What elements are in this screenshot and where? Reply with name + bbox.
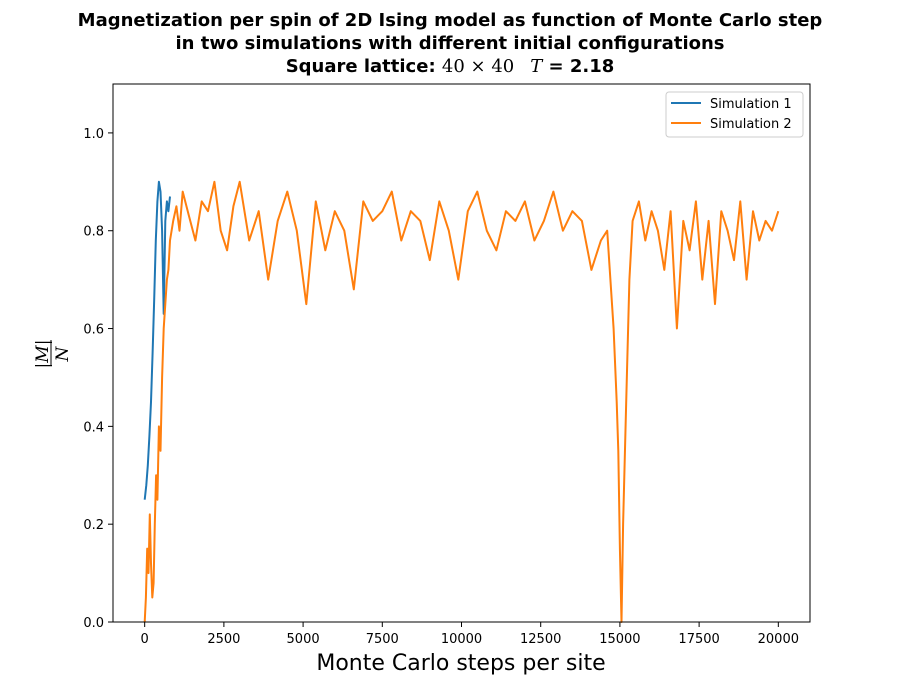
legend: Simulation 1 Simulation 2 (665, 91, 804, 138)
title-lattice-size: 40 × 40 (441, 56, 515, 77)
x-tick-label: 2500 (207, 632, 240, 647)
legend-label-simulation-2: Simulation 2 (710, 117, 792, 132)
y-tick-label: 0.4 (83, 420, 104, 435)
y-axis-label: |M| N (33, 340, 73, 369)
legend-label-simulation-1: Simulation 1 (710, 97, 792, 112)
x-tick-label: 10000 (441, 632, 482, 647)
x-tick-label: 20000 (758, 632, 799, 647)
x-tick-label: 7500 (366, 632, 399, 647)
series-line-simulation-1 (143, 180, 171, 500)
chart-title-line-1: Magnetization per spin of 2D Ising model… (77, 10, 823, 31)
x-tick-label: 17500 (678, 632, 719, 647)
title-temperature-symbol: T (530, 56, 543, 77)
y-tick-label: 0.8 (83, 225, 104, 240)
y-tick-label: 1.0 (83, 127, 104, 142)
x-tick-label: 15000 (599, 632, 640, 647)
y-tick-label: 0.2 (83, 518, 104, 533)
y-tick-label: 0.6 (83, 323, 104, 338)
y-tick-label: 0.0 (83, 616, 104, 631)
plot-content (143, 180, 780, 623)
x-axis-label: Monte Carlo steps per site (316, 651, 605, 676)
title-temperature-value: = 2.18 (542, 56, 615, 77)
plot-frame (112, 83, 811, 623)
x-tick-label: 5000 (287, 632, 320, 647)
chart-title-line-2: in two simulations with different initia… (175, 33, 725, 54)
title-lattice-prefix: Square lattice: (285, 56, 442, 77)
x-tick-label: 0 (141, 632, 149, 647)
y-axis-ticks: 0.0 0.2 0.4 0.6 0.8 1.0 (83, 127, 113, 631)
y-axis-label-numerator: |M| (33, 340, 53, 369)
x-axis-ticks: 0 2500 5000 7500 10000 12500 15000 17500 20000 (141, 622, 799, 647)
chart-title-line-3: Square lattice: 40 × 40 T = 2.18 (0, 56, 900, 77)
y-axis-label-denominator: N (53, 345, 73, 362)
x-tick-label: 12500 (520, 632, 561, 647)
series-line-simulation-2 (143, 180, 780, 623)
